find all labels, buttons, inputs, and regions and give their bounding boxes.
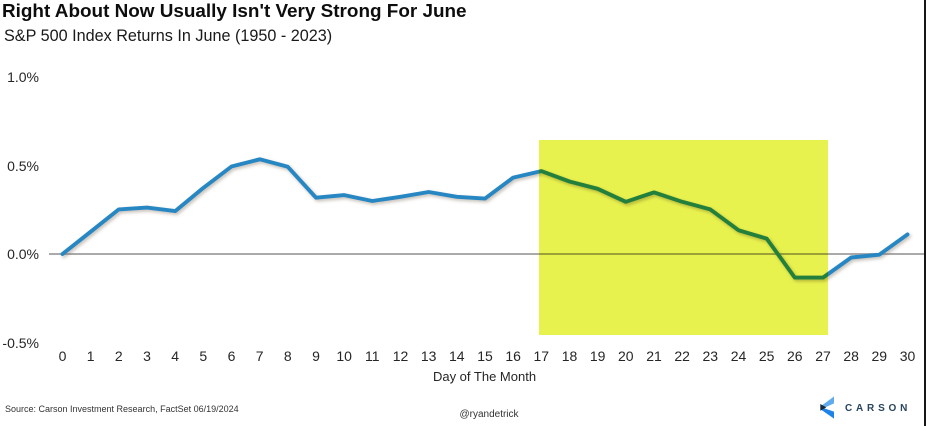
svg-text:CARSON: CARSON (845, 403, 911, 414)
